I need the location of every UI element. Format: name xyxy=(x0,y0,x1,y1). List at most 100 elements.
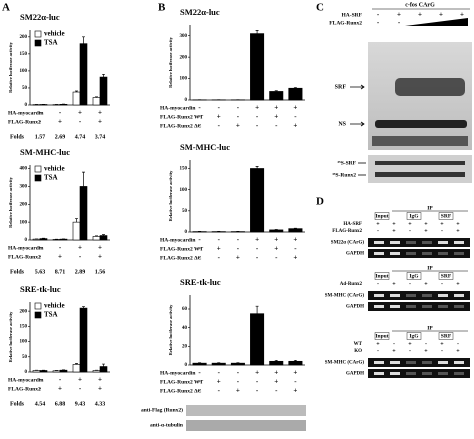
row-sign: - xyxy=(39,109,42,117)
row-sign: - xyxy=(441,228,443,234)
row-sign: + xyxy=(418,11,422,19)
ip-header: IgG xyxy=(409,273,419,279)
header-box xyxy=(406,212,422,220)
row-sign: - xyxy=(256,113,259,121)
error-bar xyxy=(293,87,297,89)
row-sign: + xyxy=(98,109,102,117)
y-tick-label: 100 xyxy=(20,220,28,225)
y-tick-label: 100 xyxy=(180,188,188,193)
chip-band xyxy=(390,294,400,297)
ip-header: IgG xyxy=(409,213,419,219)
header-box xyxy=(374,212,390,220)
y-tick-label: 100 xyxy=(20,69,28,74)
legend-swatch xyxy=(34,165,42,173)
bar xyxy=(32,370,41,373)
row-sign: + xyxy=(217,245,221,253)
emsa-bands xyxy=(372,78,468,146)
chip-band xyxy=(438,305,448,308)
y-tick-label: 150 xyxy=(20,324,28,329)
fold-value: 3.74 xyxy=(95,134,106,140)
row-sign: - xyxy=(377,11,380,19)
bar xyxy=(288,87,303,101)
chart-title: SM22α-luc xyxy=(180,7,220,17)
chip-gel xyxy=(368,249,470,258)
header-box xyxy=(406,272,422,280)
y-tick-label: 0 xyxy=(185,98,188,103)
row-label: HA-SRF xyxy=(343,222,362,227)
row-sign: + xyxy=(392,221,396,227)
row-sign: - xyxy=(79,385,82,393)
row-sign: + xyxy=(439,11,443,19)
row-sign: + xyxy=(392,348,396,354)
panel-label: C xyxy=(316,2,324,14)
row-label: FLAG-Runx2 WT xyxy=(160,379,203,385)
row-label: FLAG-Runx2 xyxy=(332,229,362,234)
chip-band xyxy=(454,241,464,244)
blot-label: anti-Flag (Runx2) xyxy=(141,406,183,413)
bar xyxy=(52,370,61,373)
error-bar xyxy=(102,234,105,236)
blot-label: anti-α-tubulin xyxy=(150,422,183,428)
row-sign: + xyxy=(440,341,444,347)
row-sign: + xyxy=(274,378,278,386)
chip-band xyxy=(406,252,416,255)
row-sign: - xyxy=(218,236,221,244)
chip-band xyxy=(390,252,400,255)
row-sign: + xyxy=(293,254,297,262)
bar xyxy=(192,362,207,366)
row-sign: + xyxy=(293,236,297,244)
row-sign: + xyxy=(408,221,412,227)
panel-label: B xyxy=(158,2,166,14)
error-bar xyxy=(82,171,85,187)
row-sign: - xyxy=(294,245,297,253)
bar xyxy=(99,76,108,106)
row-sign: + xyxy=(98,244,102,252)
error-bar xyxy=(95,235,98,237)
lower-gel xyxy=(368,155,472,183)
row-sign: + xyxy=(424,348,428,354)
chip-band xyxy=(374,294,384,297)
legend-label: TSA xyxy=(44,39,58,47)
chip-band xyxy=(374,361,384,364)
chip-band xyxy=(374,372,384,375)
row-sign: + xyxy=(255,236,259,244)
bar xyxy=(79,307,88,373)
chip-band xyxy=(422,361,432,364)
blot-tubulin xyxy=(186,420,306,431)
row-sign: - xyxy=(198,236,201,244)
band-label: GAPDH xyxy=(346,305,364,310)
legend-swatch xyxy=(34,174,42,182)
y-tick-label: 0 xyxy=(25,370,28,375)
error-bar xyxy=(255,30,259,34)
bar xyxy=(59,369,68,373)
row-sign: - xyxy=(218,387,221,395)
band-label: ³⁵S-SRF xyxy=(337,160,356,166)
row-sign: - xyxy=(59,244,62,252)
row-sign: - xyxy=(218,369,221,377)
error-bar xyxy=(293,359,297,362)
row-sign: - xyxy=(237,378,240,386)
chip-band xyxy=(390,361,400,364)
ip-label: IP xyxy=(427,205,433,211)
row-sign: - xyxy=(409,281,411,287)
band-label: SM-MHC (CArG) xyxy=(325,361,365,366)
row-sign: + xyxy=(236,254,240,262)
row-sign: - xyxy=(198,104,201,112)
y-tick-label: 0 xyxy=(25,103,28,108)
fold-value: 4.54 xyxy=(35,401,46,407)
error-bar xyxy=(274,90,278,92)
y-axis-label: Relative luciferase activity xyxy=(168,170,173,221)
row-sign: - xyxy=(275,387,278,395)
chip-gel xyxy=(368,369,470,378)
row-label: FLAG-Runx2 xyxy=(8,386,41,392)
y-tick-label: 100 xyxy=(20,340,28,345)
row-sign: - xyxy=(39,118,42,126)
row-sign: + xyxy=(58,385,62,393)
row-sign: + xyxy=(460,11,464,19)
row-sign: + xyxy=(98,385,102,393)
row-sign: - xyxy=(441,348,443,354)
y-tick-label: 40 xyxy=(182,326,188,331)
y-tick-label: 150 xyxy=(180,167,188,172)
row-label: HA-myocardin xyxy=(160,370,195,376)
